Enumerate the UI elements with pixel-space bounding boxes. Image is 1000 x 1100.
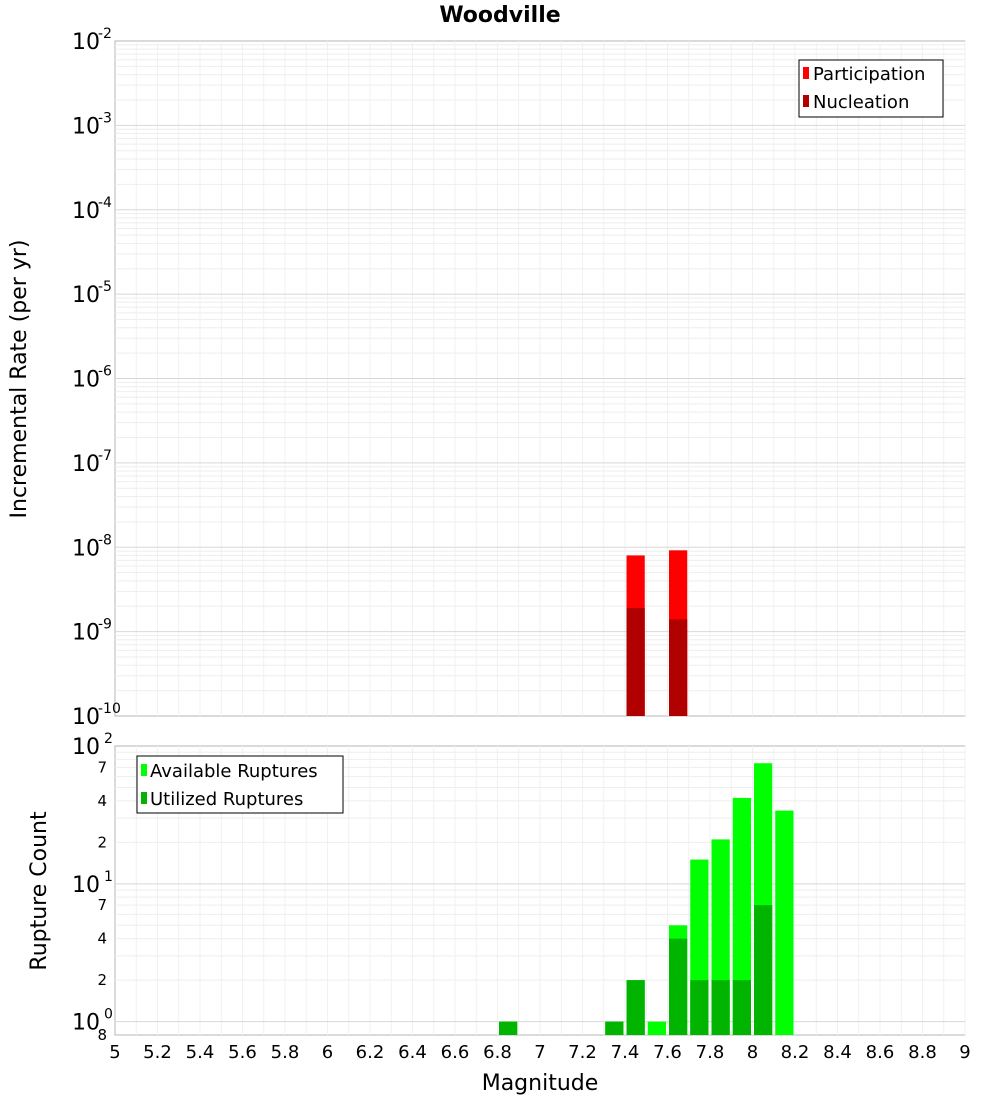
- legend-label-nucleation: Nucleation: [813, 92, 909, 113]
- x-tick-label: 5.4: [186, 1042, 215, 1063]
- y-tick-label: 2: [97, 971, 107, 989]
- legend-swatch-utilized-ruptures: [141, 792, 147, 804]
- bar-utilized-ruptures: [711, 980, 730, 1035]
- x-tick-label: 9: [959, 1042, 970, 1063]
- legend-swatch-available-ruptures: [141, 764, 147, 776]
- x-tick-label: 8.4: [823, 1042, 852, 1063]
- legend-swatch-nucleation: [803, 95, 809, 107]
- x-tick-label: 6.6: [441, 1042, 470, 1063]
- y-tick-exponent: -9: [98, 617, 112, 633]
- y-tick-label: 10: [72, 536, 100, 561]
- bar-available-ruptures: [775, 810, 794, 1035]
- bar-available-ruptures: [647, 1021, 666, 1035]
- bottom-legend: Available Ruptures Utilized Ruptures: [136, 755, 344, 814]
- y-tick-label: 7: [97, 758, 107, 776]
- x-tick-label: 7.4: [611, 1042, 640, 1063]
- y-tick-exponent: -4: [98, 195, 112, 211]
- y-tick-label: 4: [97, 792, 107, 810]
- y-tick-label: 10: [72, 283, 100, 308]
- x-tick-label: 6.8: [483, 1042, 512, 1063]
- bar-utilized-ruptures: [605, 1021, 624, 1035]
- x-tick-label: 5: [109, 1042, 120, 1063]
- y-tick-label: 10: [72, 1011, 100, 1036]
- y-tick-label: 7: [97, 896, 107, 914]
- x-tick-label: 7.8: [696, 1042, 725, 1063]
- bottom-y-axis-label: Rupture Count: [27, 811, 52, 971]
- bar-utilized-ruptures: [732, 980, 751, 1035]
- top-panel: 10-210-310-410-510-610-710-810-910-10 In…: [7, 26, 966, 730]
- y-tick-label: 10: [72, 114, 100, 139]
- y-tick-label: 2: [97, 833, 107, 851]
- y-tick-label: 10: [72, 873, 100, 898]
- x-tick-label: 6.4: [398, 1042, 427, 1063]
- x-tick-label: 8: [747, 1042, 758, 1063]
- top-gridlines: [115, 41, 966, 716]
- y-tick-exponent: 1: [104, 869, 113, 885]
- x-axis-label: Magnitude: [482, 1071, 599, 1096]
- x-tick-label: 5.8: [271, 1042, 300, 1063]
- x-tick-labels: 5 5.2 5.4 5.6 5.8 6 6.2 6.4 6.6 6.8 7 7.2 7.4 7.6 7.8 8…: [109, 1042, 970, 1063]
- y-tick-label: 10: [72, 452, 100, 477]
- bar-nucleation: [669, 619, 688, 716]
- y-tick-label: 10: [72, 368, 100, 393]
- x-tick-label: 6.2: [356, 1042, 385, 1063]
- y-tick-exponent: -3: [98, 110, 112, 126]
- x-tick-label: 5.6: [228, 1042, 257, 1063]
- y-tick-label: 10: [72, 30, 100, 55]
- x-tick-label: 8.6: [866, 1042, 895, 1063]
- top-y-axis-label: Incremental Rate (per yr): [7, 240, 32, 519]
- y-tick-label: 8: [97, 1026, 107, 1044]
- y-tick-label: 10: [72, 199, 100, 224]
- x-tick-label: 6: [322, 1042, 333, 1063]
- x-tick-label: 7.6: [653, 1042, 682, 1063]
- y-tick-exponent: 0: [104, 1007, 113, 1023]
- y-tick-label: 10: [72, 735, 100, 760]
- top-legend-box: [798, 59, 944, 118]
- x-tick-label: 8.8: [908, 1042, 937, 1063]
- y-tick-label: 10: [72, 705, 100, 730]
- bar-utilized-ruptures: [499, 1021, 518, 1035]
- chart-title: Woodville: [439, 3, 560, 28]
- y-tick-exponent: -5: [98, 279, 112, 295]
- x-tick-label: 7.2: [568, 1042, 597, 1063]
- y-tick-exponent: -10: [98, 701, 121, 717]
- legend-swatch-participation: [803, 67, 809, 79]
- y-tick-exponent: 2: [104, 731, 113, 747]
- top-legend: Participation Nucleation: [798, 59, 944, 118]
- y-tick-label: 4: [97, 930, 107, 948]
- bar-nucleation: [626, 608, 645, 716]
- legend-label-participation: Participation: [813, 64, 925, 85]
- bar-available-ruptures: [732, 797, 751, 1035]
- bottom-legend-box: [136, 755, 344, 814]
- y-tick-exponent: -7: [98, 448, 112, 464]
- x-tick-label: 8.2: [781, 1042, 810, 1063]
- bar-utilized-ruptures: [690, 980, 709, 1035]
- bar-utilized-ruptures: [626, 980, 645, 1035]
- legend-label-available-ruptures: Available Ruptures: [150, 761, 318, 782]
- x-tick-label: 7: [534, 1042, 545, 1063]
- bottom-bars: [499, 763, 794, 1035]
- x-tick-label: 5.2: [143, 1042, 172, 1063]
- y-tick-label: 10: [72, 621, 100, 646]
- y-tick-exponent: -8: [98, 532, 112, 548]
- y-tick-exponent: -2: [98, 26, 112, 42]
- y-tick-exponent: -6: [98, 364, 112, 380]
- top-y-tick-labels: 10-210-310-410-510-610-710-810-910-10: [72, 26, 121, 730]
- legend-label-utilized-ruptures: Utilized Ruptures: [150, 789, 303, 810]
- top-bars: [626, 550, 688, 716]
- bar-utilized-ruptures: [754, 905, 773, 1035]
- bar-utilized-ruptures: [669, 938, 688, 1035]
